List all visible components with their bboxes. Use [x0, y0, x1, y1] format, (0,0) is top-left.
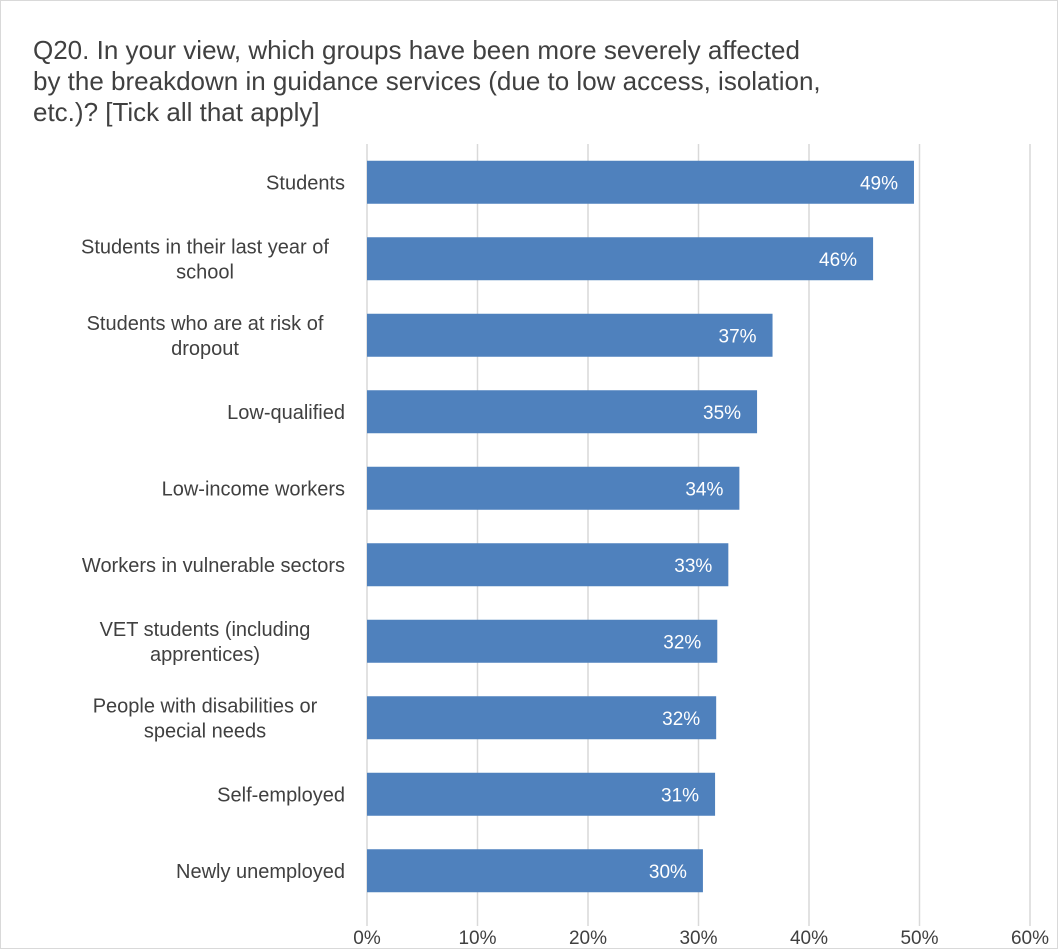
bar — [367, 466, 740, 510]
data-label: 32% — [662, 709, 700, 730]
bar — [367, 772, 716, 816]
bar — [367, 313, 773, 357]
x-axis-ticks: 0% 10% 20% 30% 40% 50% 60% — [353, 928, 1049, 948]
category-label: Workers in vulnerable sectors — [82, 555, 345, 577]
bars: 49% 46% 37% 35% 34% 33% 32% 32% 31% 30% — [367, 160, 914, 893]
bar — [367, 619, 718, 663]
x-tick-label: 60% — [1011, 928, 1049, 948]
bar — [367, 237, 874, 281]
data-label: 37% — [719, 326, 757, 347]
x-tick-label: 10% — [458, 928, 496, 948]
bar — [367, 160, 914, 204]
data-label: 33% — [674, 556, 712, 577]
category-label: People with disabilities or special needs — [93, 695, 318, 742]
data-label: 34% — [685, 479, 723, 500]
data-label: 35% — [703, 403, 741, 424]
data-label: 30% — [649, 862, 687, 883]
x-tick-label: 50% — [900, 928, 938, 948]
x-tick-label: 0% — [353, 928, 381, 948]
data-label: 32% — [663, 632, 701, 653]
category-label: Newly unemployed — [176, 861, 345, 883]
category-label: Students who are at risk of dropout — [87, 313, 324, 360]
data-label: 31% — [661, 785, 699, 806]
bar — [367, 543, 729, 587]
category-label: Self-employed — [217, 784, 345, 806]
data-label: 46% — [819, 250, 857, 271]
data-label: 49% — [860, 173, 898, 194]
chart-title: Q20. In your view, which groups have bee… — [33, 35, 821, 127]
category-label: VET students (including apprentices) — [100, 619, 311, 666]
x-tick-label: 40% — [790, 928, 828, 948]
category-label: Students in their last year of school — [81, 236, 329, 283]
x-tick-label: 20% — [569, 928, 607, 948]
category-label: Low-income workers — [162, 478, 345, 500]
bar — [367, 696, 717, 740]
category-label: Low-qualified — [227, 402, 345, 424]
bar — [367, 849, 703, 893]
category-labels: Students Students in their last year of sc… — [81, 172, 345, 883]
category-label: Students — [266, 172, 345, 194]
bar — [367, 390, 758, 434]
x-tick-label: 30% — [679, 928, 717, 948]
